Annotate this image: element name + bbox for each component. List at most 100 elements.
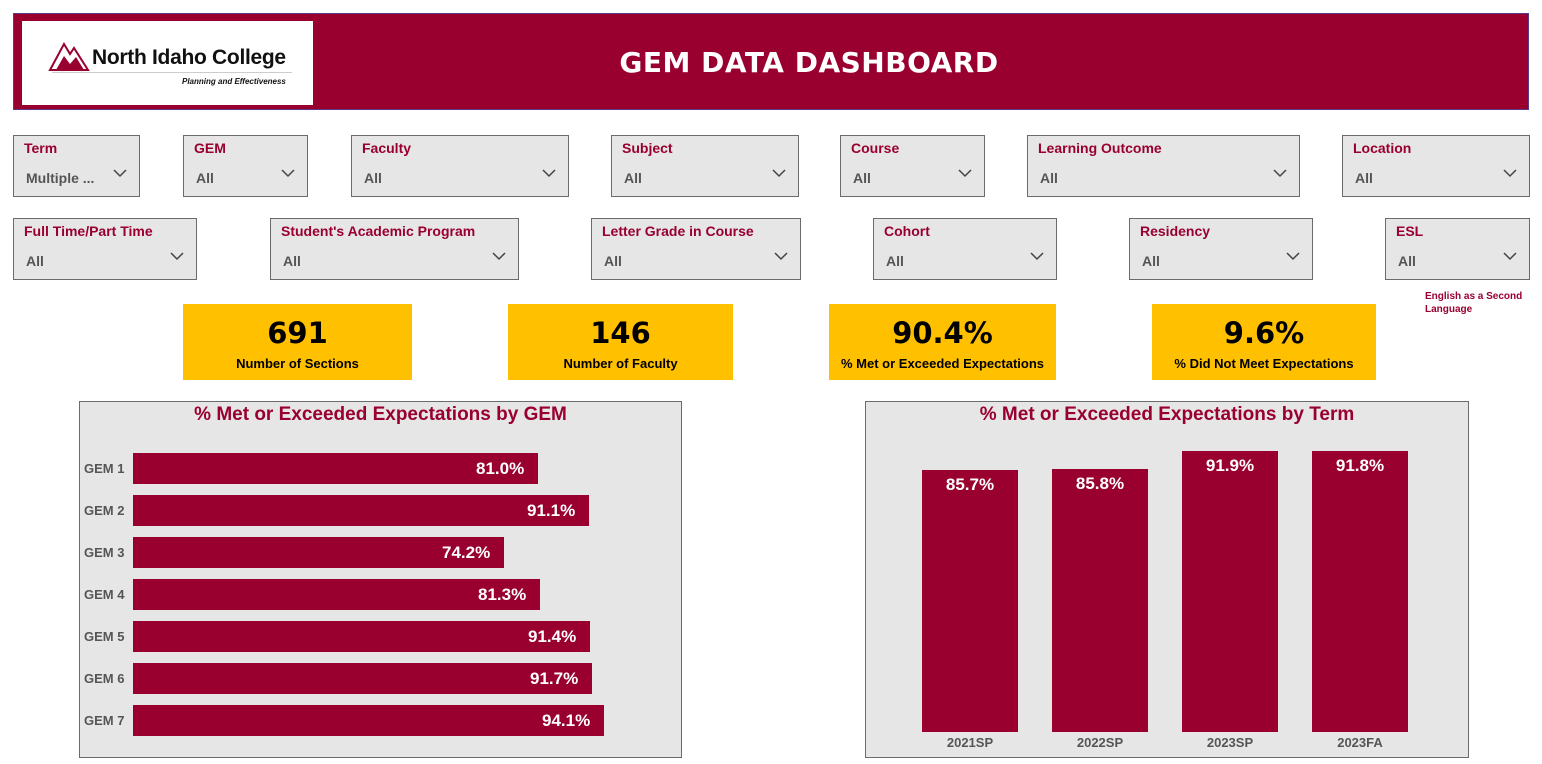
- filter-label: Course: [851, 140, 900, 156]
- chevron-down-icon[interactable]: [772, 168, 786, 178]
- kpi-value: 9.6%: [1223, 316, 1305, 350]
- filter-value: All: [604, 253, 622, 269]
- term-bar-value: 85.8%: [1075, 474, 1125, 493]
- gem-bar-value: 91.1%: [527, 501, 576, 520]
- filter-residency[interactable]: Residency All: [1129, 218, 1313, 280]
- filter-label: GEM: [194, 140, 226, 156]
- chevron-down-icon[interactable]: [1286, 251, 1300, 261]
- kpi-number-of-sections: 691 Number of Sections: [183, 304, 412, 380]
- term-bar[interactable]: [1052, 469, 1148, 732]
- term-category-label: 2021SP: [946, 735, 994, 750]
- gem-bar-value: 91.7%: [530, 669, 579, 688]
- gem-bar-value: 81.3%: [478, 585, 527, 604]
- chart-title: % Met or Exceeded Expectations by GEM: [194, 404, 567, 425]
- chevron-down-icon[interactable]: [170, 251, 184, 261]
- term-category-label: 2022SP: [1076, 735, 1124, 750]
- filter-label: Cohort: [884, 223, 930, 239]
- term-bar[interactable]: [1182, 451, 1278, 732]
- gem-category-label: GEM 6: [84, 671, 125, 686]
- filter-value: All: [886, 253, 904, 269]
- filter-term[interactable]: Term Multiple ...: [13, 135, 140, 197]
- chevron-down-icon[interactable]: [542, 168, 556, 178]
- mountain-logo-icon: [48, 41, 90, 71]
- logo-text: North Idaho College: [92, 46, 286, 69]
- filter-label: Learning Outcome: [1038, 140, 1162, 156]
- chart-by-gem: % Met or Exceeded Expectations by GEM GE…: [79, 401, 682, 758]
- filter-academic-program[interactable]: Student's Academic Program All: [270, 218, 519, 280]
- kpi-did-not-meet: 9.6% % Did Not Meet Expectations: [1152, 304, 1376, 380]
- page-title: GEM DATA DASHBOARD: [619, 46, 999, 79]
- filter-label: Location: [1353, 140, 1412, 156]
- logo-divider: [52, 72, 292, 73]
- filter-value: All: [1040, 170, 1058, 186]
- gem-bar[interactable]: [133, 537, 504, 568]
- chevron-down-icon[interactable]: [1503, 168, 1517, 178]
- kpi-caption: Number of Sections: [236, 356, 359, 371]
- gem-category-label: GEM 3: [84, 545, 125, 560]
- chevron-down-icon[interactable]: [281, 168, 295, 178]
- filter-value: All: [364, 170, 382, 186]
- gem-bar[interactable]: [133, 705, 604, 736]
- logo-subtitle: Planning and Effectiveness: [182, 77, 286, 86]
- filter-letter-grade[interactable]: Letter Grade in Course All: [591, 218, 801, 280]
- gem-bar[interactable]: [133, 495, 589, 526]
- gem-category-label: GEM 5: [84, 629, 125, 644]
- filter-cohort[interactable]: Cohort All: [873, 218, 1057, 280]
- filter-learning-outcome[interactable]: Learning Outcome All: [1027, 135, 1300, 197]
- chart-title: % Met or Exceeded Expectations by Term: [979, 404, 1355, 425]
- chevron-down-icon[interactable]: [113, 168, 127, 178]
- filter-gem[interactable]: GEM All: [183, 135, 308, 197]
- filter-value: All: [196, 170, 214, 186]
- filter-value: All: [1398, 253, 1416, 269]
- kpi-caption: % Met or Exceeded Expectations: [840, 356, 1044, 371]
- kpi-caption: Number of Faculty: [563, 356, 678, 371]
- kpi-number-of-faculty: 146 Number of Faculty: [508, 304, 733, 380]
- term-bar-value: 91.8%: [1335, 456, 1385, 475]
- term-bar[interactable]: [922, 470, 1018, 732]
- gem-category-label: GEM 7: [84, 713, 125, 728]
- gem-bar[interactable]: [133, 453, 538, 484]
- chevron-down-icon[interactable]: [492, 251, 506, 261]
- filter-esl[interactable]: ESL All: [1385, 218, 1530, 280]
- filter-label: Residency: [1140, 223, 1211, 239]
- chevron-down-icon[interactable]: [774, 251, 788, 261]
- kpi-value: 90.4%: [892, 316, 993, 350]
- chevron-down-icon[interactable]: [1503, 251, 1517, 261]
- filter-subject[interactable]: Subject All: [611, 135, 799, 197]
- esl-note: English as a Second Language: [1425, 291, 1523, 315]
- filter-value: All: [853, 170, 871, 186]
- gem-bar-value: 74.2%: [442, 543, 491, 562]
- chevron-down-icon[interactable]: [1030, 251, 1044, 261]
- gem-category-label: GEM 2: [84, 503, 125, 518]
- kpi-value: 146: [590, 316, 651, 350]
- chart-by-term: % Met or Exceeded Expectations by Term 8…: [865, 401, 1469, 758]
- term-category-label: 2023SP: [1206, 735, 1254, 750]
- filter-label: Term: [24, 140, 58, 156]
- gem-bar-value: 91.4%: [528, 627, 577, 646]
- term-bar-value: 91.9%: [1205, 456, 1255, 475]
- term-bar[interactable]: [1312, 451, 1408, 732]
- chevron-down-icon[interactable]: [1273, 168, 1287, 178]
- kpi-caption: % Did Not Meet Expectations: [1174, 356, 1354, 371]
- gem-bar[interactable]: [133, 621, 590, 652]
- filter-faculty[interactable]: Faculty All: [351, 135, 569, 197]
- filter-label: Faculty: [362, 140, 412, 156]
- gem-bar-value: 81.0%: [476, 459, 525, 478]
- gem-bar[interactable]: [133, 663, 592, 694]
- filter-label: Full Time/Part Time: [24, 223, 153, 239]
- college-logo: North Idaho College Planning and Effecti…: [22, 21, 313, 105]
- filter-label: Student's Academic Program: [281, 223, 476, 239]
- filter-course[interactable]: Course All: [840, 135, 985, 197]
- filter-value: All: [624, 170, 642, 186]
- filter-value: All: [1142, 253, 1160, 269]
- gem-category-label: GEM 1: [84, 461, 125, 476]
- gem-bar[interactable]: [133, 579, 540, 610]
- filter-label: ESL: [1396, 223, 1424, 239]
- filter-full-time-part-time[interactable]: Full Time/Part Time All: [13, 218, 197, 280]
- dashboard-header: North Idaho College Planning and Effecti…: [13, 13, 1529, 110]
- filter-location[interactable]: Location All: [1342, 135, 1530, 197]
- kpi-met-or-exceeded: 90.4% % Met or Exceeded Expectations: [829, 304, 1056, 380]
- kpi-value: 691: [267, 316, 328, 350]
- chevron-down-icon[interactable]: [958, 168, 972, 178]
- term-category-label: 2023FA: [1337, 735, 1383, 750]
